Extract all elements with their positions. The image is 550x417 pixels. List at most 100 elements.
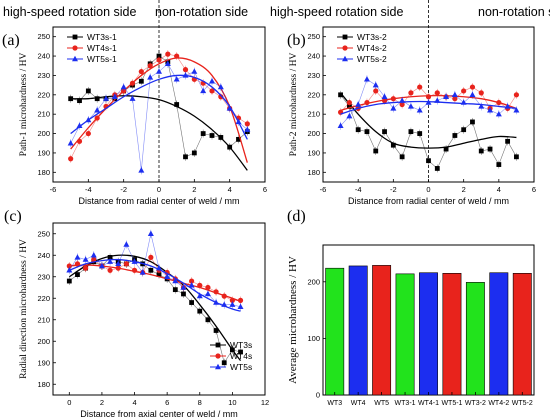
bar-WT4	[348, 265, 368, 396]
data-point	[226, 105, 233, 111]
panel-a: -6 -4 -2 0 2 4 6 180 190 200 210 220 230 240 250 Distan…	[2, 0, 267, 206]
data-point	[221, 293, 227, 299]
data-point	[337, 122, 344, 129]
x-axis-label: Distance from radial center of weld / mm	[348, 196, 509, 206]
y-tick-label: 220	[37, 90, 50, 99]
data-point	[434, 97, 441, 103]
x-tick-label: WT4-2	[488, 400, 509, 407]
data-point	[191, 68, 198, 74]
data-point	[213, 328, 219, 333]
data-point	[514, 154, 519, 160]
data-point	[94, 107, 101, 113]
legend-marker	[342, 45, 348, 51]
data-point	[115, 260, 122, 267]
data-point	[390, 96, 396, 102]
data-line	[69, 257, 241, 364]
bar-WT5-2	[512, 273, 532, 396]
y-tick-label: 0	[316, 391, 320, 400]
y-tick-label: 200	[307, 277, 320, 286]
plot-frame	[52, 222, 266, 396]
data-point	[189, 300, 195, 305]
data-point	[221, 360, 227, 366]
data-point	[209, 88, 215, 94]
panel-d: 0 100 200 Average microhardness / HV (d) WT3 W…	[287, 208, 535, 407]
y-tick-label: 200	[37, 337, 50, 346]
y-tick-label: 240	[37, 52, 50, 61]
bar-WT5-1	[442, 273, 462, 396]
x-tick-label: 2	[100, 398, 104, 407]
data-line	[69, 233, 241, 308]
data-point	[408, 90, 414, 96]
data-point	[94, 115, 100, 121]
panel-label: (c)	[4, 208, 22, 225]
legend-label: WT4s-2	[357, 43, 387, 53]
y-axis-label: Path-1 microhardness / HV	[19, 53, 29, 157]
y-tick-label: 250	[307, 32, 320, 41]
data-point	[237, 297, 244, 303]
data-point	[513, 107, 520, 113]
legend-label: WT3s-2	[357, 32, 387, 42]
data-point	[355, 127, 361, 133]
data-point	[115, 265, 121, 271]
data-point	[364, 129, 370, 135]
data-point	[470, 119, 475, 125]
data-point	[364, 99, 370, 106]
data-point	[407, 103, 414, 109]
data-point	[196, 292, 203, 299]
data-point	[244, 126, 251, 132]
y-tick-label: 230	[307, 71, 320, 80]
panel-c: 0 2 4 6 8 10 12 180 190 200 210 220 230 240 250 Distanc…	[4, 208, 269, 417]
data-point	[205, 317, 211, 323]
data-point	[399, 154, 405, 160]
fit-curve	[69, 264, 241, 303]
data-point	[77, 98, 82, 104]
data-point	[138, 78, 144, 84]
data-point	[229, 301, 236, 307]
data-point	[399, 97, 406, 103]
data-point	[416, 107, 423, 113]
data-point	[174, 53, 180, 59]
data-point	[452, 133, 458, 138]
data-point	[237, 303, 244, 310]
bar-WT4-2	[489, 272, 509, 396]
data-point	[425, 99, 432, 105]
series-WT3s	[66, 253, 243, 367]
data-point	[183, 154, 188, 160]
data-point	[85, 130, 91, 137]
data-point	[107, 258, 114, 264]
data-point	[156, 272, 162, 277]
x-tick-label: 6	[532, 185, 536, 194]
y-tick-label: 180	[307, 168, 320, 177]
data-point	[164, 60, 171, 67]
data-point	[200, 87, 207, 94]
panel-b: -6 -4 -2 0 2 4 6 180 190 200 210 220 230 240 250 Distan…	[270, 0, 550, 206]
data-point	[180, 284, 187, 290]
series-WT4s-1	[68, 50, 250, 163]
data-point	[200, 131, 206, 136]
bar-WT3	[325, 267, 345, 396]
data-point	[244, 121, 250, 127]
legend-label: WT5s	[230, 362, 252, 372]
series-WT5s-1	[67, 59, 251, 175]
data-point	[487, 146, 493, 152]
x-tick-label: 4	[497, 185, 501, 194]
data-point	[74, 261, 81, 267]
data-point	[188, 282, 195, 288]
data-point	[181, 291, 186, 297]
data-point	[461, 127, 467, 133]
data-point	[76, 138, 83, 144]
x-tick-label: 0	[67, 398, 71, 407]
y-tick-label: 210	[37, 315, 50, 324]
data-point	[66, 267, 73, 273]
legend-marker	[215, 342, 221, 348]
y-tick-label: 220	[307, 90, 320, 99]
data-point	[478, 148, 484, 154]
data-point	[496, 99, 502, 106]
data-point	[218, 135, 224, 140]
data-point	[76, 122, 83, 129]
data-point	[205, 284, 211, 291]
data-point	[165, 51, 171, 57]
x-tick-label: 0	[426, 185, 430, 194]
data-point	[209, 78, 215, 84]
